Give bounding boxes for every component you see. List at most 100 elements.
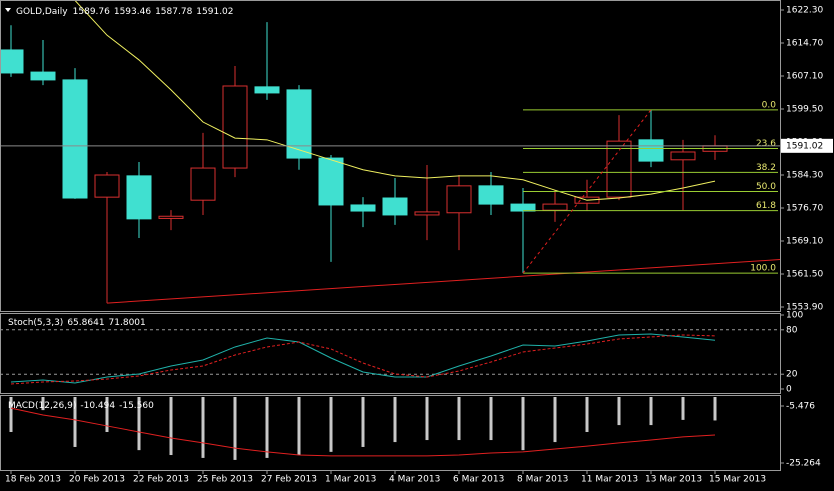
trendline	[106, 259, 780, 304]
price-box	[781, 138, 833, 153]
x-tick-label: 18 Feb 2013	[5, 475, 61, 485]
y-tick-label: -5.476	[786, 402, 815, 412]
macd-bar	[681, 397, 685, 420]
macd-title: MACD(12,26,9)	[8, 401, 76, 411]
series-line	[10, 333, 716, 384]
macd-bar	[585, 397, 589, 432]
fib-label: 38.2	[756, 163, 776, 173]
macd-bar	[41, 397, 45, 411]
x-tick-label: 11 Mar 2013	[581, 475, 638, 485]
moving-average	[74, 1, 716, 201]
macd-header: MACD(12,26,9) -10.494 -15.560	[8, 401, 154, 411]
main-pane: 0.0 23.6 38.2 50.0 61.8 100.0	[1, 1, 780, 304]
menu-triangle	[5, 8, 11, 12]
macd-bar	[73, 397, 77, 447]
y-tick-label: 1553.90	[786, 303, 823, 313]
x-tick-label: 4 Mar 2013	[389, 475, 440, 485]
y-tick-label: -25.264	[786, 458, 821, 468]
macd-bar	[489, 397, 493, 441]
last-high: 1593.46	[114, 7, 151, 17]
candle-body	[542, 203, 568, 211]
fib-connector	[522, 109, 652, 274]
macd-signal-last: -15.560	[119, 401, 154, 411]
x-tick-label: 1 Mar 2013	[325, 475, 376, 485]
x-tick-label: 6 Mar 2013	[453, 475, 504, 485]
macd-bar	[649, 397, 653, 426]
x-tick-label: 27 Feb 2013	[261, 475, 317, 485]
macd-bar	[201, 397, 205, 458]
stoch-pane-frame	[0, 313, 781, 394]
candle-body	[1, 49, 24, 74]
candle-body	[478, 185, 504, 205]
candle-body	[382, 197, 408, 216]
y-tick-label: 20	[786, 370, 798, 380]
y-tick-label: 1569.10	[786, 237, 823, 247]
y-tick-label: 100	[786, 311, 803, 321]
y-tick-label: 1576.70	[786, 204, 823, 214]
candle-body	[94, 174, 120, 198]
macd-bar	[713, 397, 717, 421]
macd-bar	[297, 397, 301, 456]
macd-pane	[9, 397, 717, 460]
last-close: 1591.02	[196, 7, 233, 17]
candle-body	[62, 79, 88, 199]
candle-body	[446, 185, 472, 214]
macd-bar	[329, 397, 333, 452]
macd-bar	[425, 397, 429, 441]
candle-body	[350, 204, 376, 212]
stoch-pane	[1, 329, 780, 385]
last-low: 1587.78	[155, 7, 192, 17]
y-tick-label: 1561.50	[786, 270, 823, 280]
macd-bar	[617, 397, 621, 426]
macd-main-last: -10.494	[80, 401, 115, 411]
x-tick-label: 15 Mar 2013	[709, 475, 766, 485]
macd-bar	[169, 397, 173, 456]
candle-body	[286, 89, 312, 159]
y-tick-label: 1584.30	[786, 171, 823, 181]
y-tick-label: 80	[786, 325, 798, 335]
macd-pane-frame	[0, 395, 781, 471]
candle-body	[606, 140, 632, 198]
stoch-header: Stoch(5,3,3) 65.8641 71.8001	[8, 318, 146, 328]
macd-bar	[265, 397, 269, 458]
fib-label: 23.6	[756, 139, 776, 149]
macd-bar	[393, 397, 397, 443]
y-tick-label: 0	[786, 385, 792, 395]
macd-bar	[233, 397, 237, 460]
candle-body	[158, 215, 184, 219]
candle-body	[670, 151, 696, 161]
main-pane-frame	[0, 0, 781, 312]
macd-bar	[105, 397, 109, 432]
y-tick-label: 1607.10	[786, 72, 823, 82]
stoch-title: Stoch(5,3,3)	[8, 318, 63, 328]
candle-body	[510, 203, 536, 212]
macd-bar	[9, 397, 13, 432]
series-line	[10, 334, 716, 385]
macd-bar	[361, 397, 365, 447]
candle-body	[126, 175, 152, 220]
last-open: 1589.76	[73, 7, 110, 17]
macd-bar	[553, 397, 557, 443]
candle-body	[638, 139, 664, 162]
x-tick-label: 25 Feb 2013	[197, 475, 253, 485]
x-tick-label: 13 Mar 2013	[645, 475, 702, 485]
x-tick-label: 22 Feb 2013	[133, 475, 189, 485]
candle-body	[414, 211, 440, 216]
fib-label: 0.0	[762, 100, 777, 110]
stoch-signal-last: 71.8001	[109, 318, 146, 328]
x-tick-label: 8 Mar 2013	[517, 475, 568, 485]
macd-bar	[137, 397, 141, 451]
fib-label: 61.8	[756, 201, 776, 211]
price-box-label: 1591.02	[786, 141, 823, 151]
axes: 18 Feb 2013 20 Feb 2013 22 Feb 2013 25 Feb …	[5, 6, 833, 485]
macd-bar	[457, 397, 461, 441]
symbol: GOLD,Daily	[16, 7, 68, 17]
fib-label: 100.0	[750, 264, 776, 274]
candle-body	[254, 86, 280, 94]
y-tick-label: 1599.50	[786, 105, 823, 115]
candle-body	[318, 157, 344, 206]
candle-body	[222, 85, 248, 169]
fib-label: 50.0	[756, 182, 776, 192]
macd-bar	[521, 397, 525, 451]
